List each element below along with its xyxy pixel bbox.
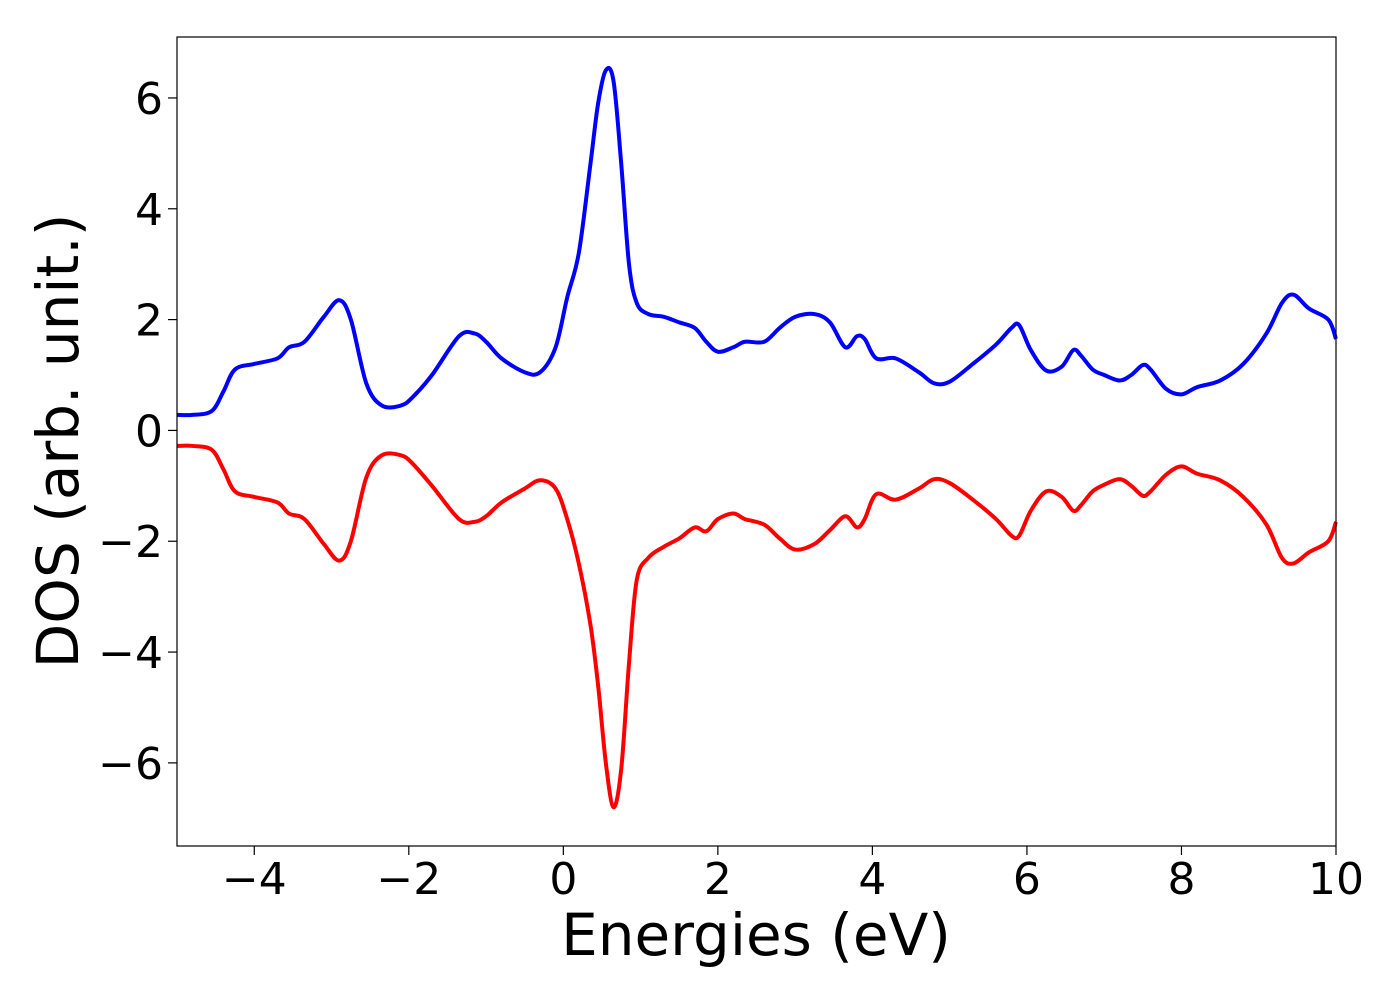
- series-line-2: [176, 443, 1338, 810]
- plot-frame: [176, 36, 1337, 847]
- plot-background: [177, 37, 1336, 846]
- y-tick-label: −4: [98, 628, 163, 679]
- x-tick-label: 8: [1167, 854, 1195, 905]
- x-tick-label: 10: [1308, 854, 1364, 905]
- y-tick-label: 4: [135, 185, 163, 236]
- x-axis-label: Energies (eV): [561, 901, 951, 969]
- y-axis-label: DOS (arb. unit.): [24, 214, 92, 669]
- y-tick-label: −2: [98, 517, 163, 568]
- y-tick-label: 0: [135, 406, 163, 457]
- x-tick-label: 2: [704, 854, 732, 905]
- y-axis-ticks: −6 −4 −2 0 2 4 6: [98, 74, 177, 790]
- x-tick-label: 4: [858, 854, 886, 905]
- x-tick-label: 6: [1013, 854, 1041, 905]
- x-axis-ticks: −4 −2 0 2 4 6 8 10: [222, 846, 1364, 905]
- series-line-1: [176, 65, 1338, 418]
- x-tick-label: −2: [376, 854, 441, 905]
- y-tick-label: 6: [135, 74, 163, 125]
- series-layer: [176, 65, 1338, 810]
- y-tick-label: 2: [135, 296, 163, 347]
- x-tick-label: −4: [222, 854, 287, 905]
- y-tick-label: −6: [98, 739, 163, 790]
- x-tick-label: 0: [549, 854, 577, 905]
